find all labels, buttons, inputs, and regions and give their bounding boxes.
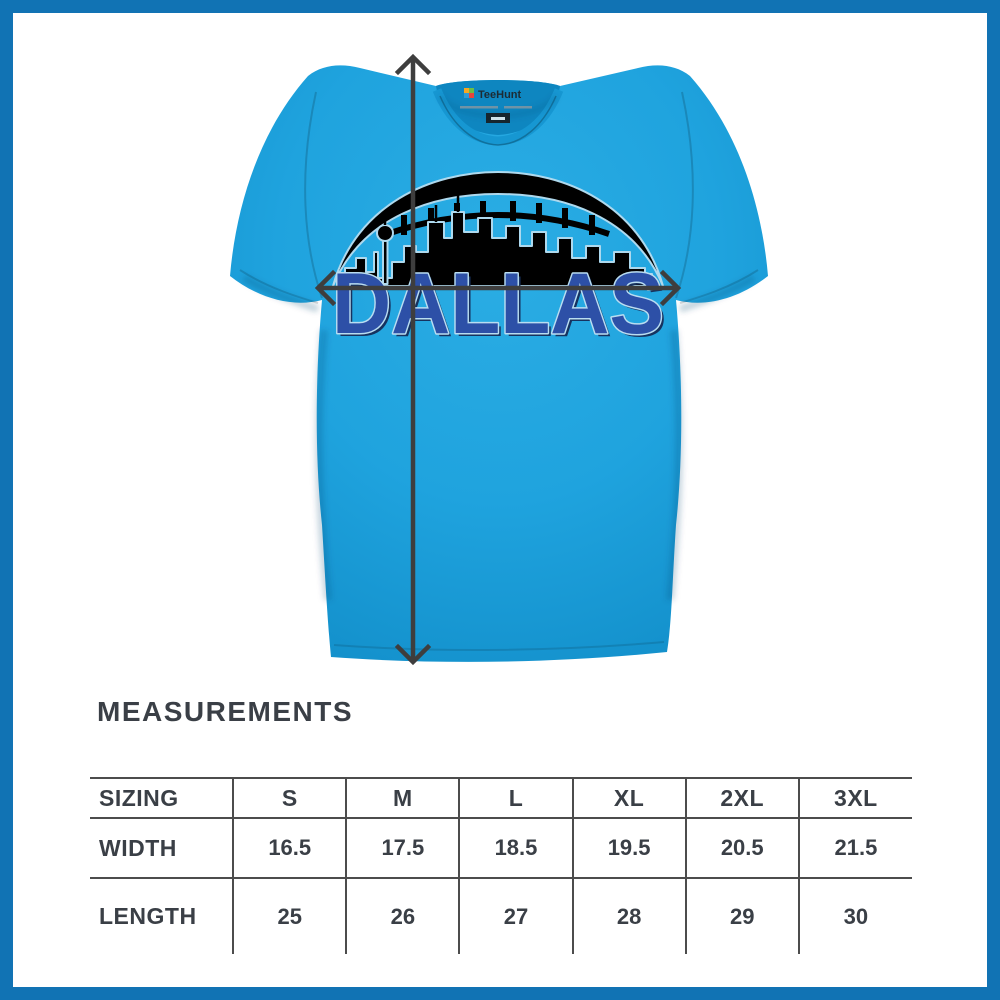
size-tag-text [491, 117, 505, 120]
header-sizing: SIZING [90, 778, 234, 819]
width-value-s: 16.5 [232, 818, 347, 879]
size-table: SIZING S M L XL 2XL 3XL WIDTH 16.5 17.5 … [90, 777, 912, 954]
width-value-3xl: 21.5 [797, 818, 912, 879]
print-text: DALLAS [332, 256, 664, 352]
print-text-shadow: DALLAS [335, 259, 667, 355]
header-size-3xl: 3XL [797, 778, 912, 819]
length-value-xl: 28 [571, 878, 686, 954]
width-value-2xl: 20.5 [684, 818, 799, 879]
measurements-heading: MEASUREMENTS [97, 696, 354, 727]
tshirt [230, 65, 768, 662]
length-value-2xl: 29 [684, 878, 799, 954]
length-value-3xl: 30 [797, 878, 912, 954]
table-header-row: SIZING S M L XL 2XL 3XL [90, 778, 912, 819]
row-label-length: LENGTH [99, 903, 197, 929]
measurement-arrows [314, 53, 682, 666]
tshirt-illustration: TeeHunt [230, 53, 768, 666]
sleeve-hem-left [239, 269, 319, 304]
tshirt-body [230, 65, 768, 662]
header-size-2xl: 2XL [684, 778, 799, 819]
product-photo: TeeHunt [230, 53, 768, 666]
brand-logo-icon [464, 88, 474, 98]
collar-band [432, 88, 564, 146]
length-arrow-icon [394, 53, 432, 666]
label-text-line-1 [460, 106, 498, 109]
row-label-width: WIDTH [90, 818, 234, 879]
header-size-xl: XL [571, 778, 686, 819]
collar-seam [439, 95, 557, 146]
bottom-hem-stitch [333, 641, 665, 652]
width-value-xl: 19.5 [571, 818, 686, 879]
width-value-l: 18.5 [458, 818, 573, 879]
header-size-m: M [345, 778, 460, 819]
width-value-m: 17.5 [345, 818, 460, 879]
table-row-width: WIDTH 16.5 17.5 18.5 19.5 20.5 21.5 [90, 818, 912, 879]
armhole-seam-right [675, 91, 694, 299]
chest-print: DALLAS DALLAS [331, 171, 667, 355]
length-value-m: 26 [345, 878, 460, 954]
length-value-s: 25 [232, 878, 347, 954]
label-text-line-2 [504, 106, 532, 109]
table-row-length: LENGTH 25 26 27 28 29 30 [90, 878, 912, 954]
brand-label: TeeHunt [460, 88, 532, 123]
brand-name: TeeHunt [478, 89, 522, 101]
header-size-l: L [458, 778, 573, 819]
length-value-l: 27 [458, 878, 573, 954]
armhole-seam-left [304, 91, 323, 299]
header-size-s: S [232, 778, 347, 819]
width-arrow-icon [314, 269, 682, 307]
sleeve-hem-right [679, 269, 759, 304]
